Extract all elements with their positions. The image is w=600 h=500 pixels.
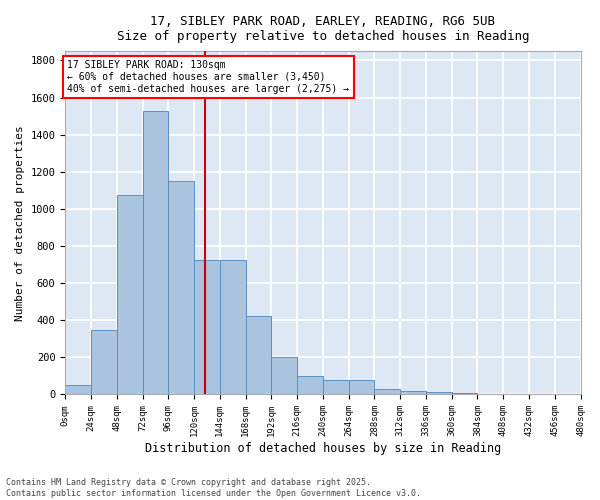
Bar bbox=[452, 392, 478, 394]
Bar bbox=[65, 385, 91, 394]
Bar bbox=[426, 392, 452, 394]
X-axis label: Distribution of detached houses by size in Reading: Distribution of detached houses by size … bbox=[145, 442, 501, 455]
Title: 17, SIBLEY PARK ROAD, EARLEY, READING, RG6 5UB
Size of property relative to deta: 17, SIBLEY PARK ROAD, EARLEY, READING, R… bbox=[116, 15, 529, 43]
Bar bbox=[143, 112, 169, 395]
Bar bbox=[117, 195, 143, 394]
Bar bbox=[245, 316, 271, 394]
Bar bbox=[169, 181, 194, 394]
Text: Contains HM Land Registry data © Crown copyright and database right 2025.
Contai: Contains HM Land Registry data © Crown c… bbox=[6, 478, 421, 498]
Bar bbox=[194, 260, 220, 394]
Y-axis label: Number of detached properties: Number of detached properties bbox=[15, 125, 25, 320]
Bar bbox=[220, 260, 245, 394]
Bar bbox=[349, 380, 374, 394]
Bar bbox=[271, 358, 297, 395]
Text: 17 SIBLEY PARK ROAD: 130sqm
← 60% of detached houses are smaller (3,450)
40% of : 17 SIBLEY PARK ROAD: 130sqm ← 60% of det… bbox=[67, 60, 349, 94]
Bar bbox=[297, 376, 323, 394]
Bar bbox=[400, 391, 426, 394]
Bar bbox=[323, 380, 349, 394]
Bar bbox=[374, 389, 400, 394]
Bar bbox=[91, 330, 117, 394]
